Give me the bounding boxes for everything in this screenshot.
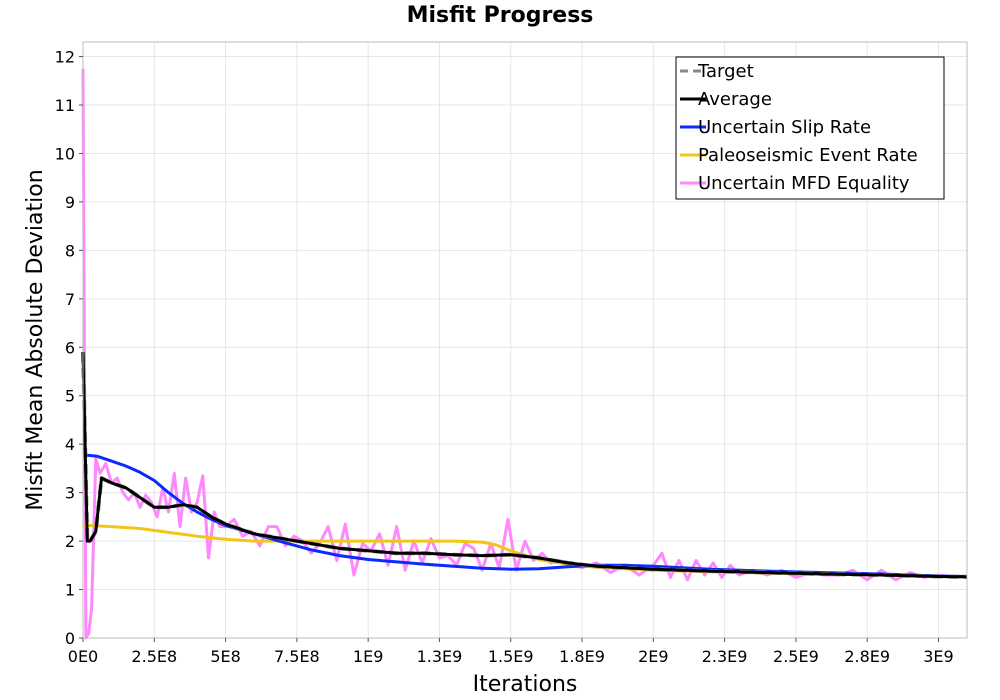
x-axis-label: Iterations xyxy=(473,672,578,697)
x-tick-label: 5E8 xyxy=(210,647,240,666)
x-tick-label: 2.8E9 xyxy=(844,647,890,666)
y-tick-label: 0 xyxy=(65,629,75,648)
x-tick-label: 2E9 xyxy=(638,647,668,666)
y-tick-label: 12 xyxy=(55,48,75,67)
legend-box xyxy=(675,56,945,200)
series-layer xyxy=(81,68,968,640)
x-tick-label: 1.8E9 xyxy=(559,647,605,666)
plot-frame xyxy=(82,41,968,639)
legend-label-target: Target xyxy=(697,61,754,82)
y-tick-label: 6 xyxy=(65,338,75,357)
y-tick-label: 3 xyxy=(65,484,75,503)
y-tick-label: 4 xyxy=(65,435,75,454)
legend-label-uncertain-slip-rate: Uncertain Slip Rate xyxy=(698,117,871,138)
y-tick-label: 2 xyxy=(65,532,75,551)
legend-label-uncertain-mfd-equality: Uncertain MFD Equality xyxy=(698,173,910,194)
x-tick-label: 2.5E9 xyxy=(773,647,819,666)
y-tick-label: 1 xyxy=(65,581,75,600)
x-tick-label: 2.3E9 xyxy=(702,647,748,666)
legend-label-paleoseismic-event-rate: Paleoseismic Event Rate xyxy=(698,145,918,166)
x-tick-label: 0E0 xyxy=(68,647,98,666)
y-tick-label: 5 xyxy=(65,387,75,406)
series-line-uncertain-slip-rate xyxy=(82,453,968,578)
y-tick-label: 9 xyxy=(65,193,75,212)
y-tick-label: 8 xyxy=(65,241,75,260)
legend-label-average: Average xyxy=(698,89,772,110)
x-tick-label: 1.3E9 xyxy=(417,647,463,666)
series-line-average xyxy=(81,352,968,579)
y-tick-label: 10 xyxy=(55,144,75,163)
x-axis-ticks: 0E0 2.5E8 5E8 7.5E8 1E9 1.3E9 1.5E9 1.8E9 2E9 2.3… xyxy=(68,638,954,666)
legend: Target Average Uncertain Slip Rate Paleosei… xyxy=(675,56,945,200)
y-axis-label: Misfit Mean Absolute Deviation xyxy=(23,169,48,510)
x-tick-label: 3E9 xyxy=(923,647,953,666)
chart-title: Misfit Progress xyxy=(407,3,594,28)
y-tick-label: 7 xyxy=(65,290,75,309)
x-tick-label: 7.5E8 xyxy=(274,647,320,666)
x-tick-label: 1E9 xyxy=(353,647,383,666)
x-tick-label: 1.5E9 xyxy=(488,647,534,666)
y-tick-label: 11 xyxy=(55,96,75,115)
x-tick-label: 2.5E8 xyxy=(131,647,177,666)
